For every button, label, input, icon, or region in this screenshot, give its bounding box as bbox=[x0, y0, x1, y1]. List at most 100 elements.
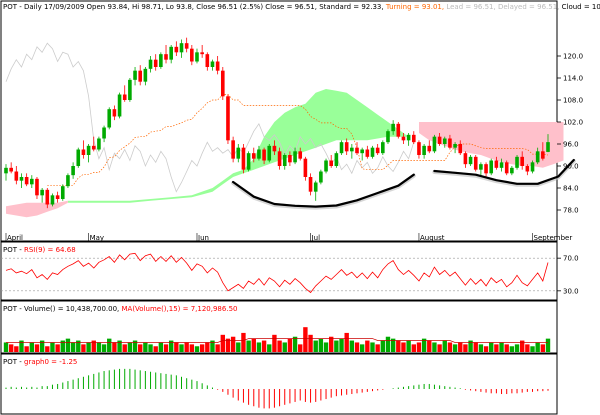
volume-layer bbox=[3, 327, 551, 352]
volume-bar-38 bbox=[199, 344, 205, 352]
standard-line bbox=[47, 94, 549, 186]
candle-body-38 bbox=[200, 52, 204, 55]
volume-bar-37 bbox=[194, 346, 200, 352]
price-ytick-label-6: 114.0 bbox=[563, 75, 583, 83]
volume-ma-line bbox=[6, 338, 548, 343]
candle-body-87 bbox=[453, 144, 457, 148]
volume-bar-60 bbox=[313, 340, 318, 352]
header-turning: Turning = 93.01, bbox=[385, 3, 444, 11]
candle-body-88 bbox=[458, 144, 463, 154]
volume-bar-95 bbox=[494, 344, 499, 352]
volume-bar-101 bbox=[525, 344, 530, 352]
volume-bar-55 bbox=[287, 338, 293, 352]
graph0-label-symbol: POT bbox=[3, 358, 18, 366]
rsi-ytick-label-0: 30.0 bbox=[563, 287, 579, 295]
volume-bar-54 bbox=[282, 342, 287, 352]
rsi-layer: 30.0 70.0 bbox=[1, 252, 579, 295]
candle-body-95 bbox=[494, 160, 499, 168]
candle-body-53 bbox=[277, 151, 282, 166]
candle-body-21 bbox=[112, 109, 117, 117]
candle-body-100 bbox=[520, 156, 524, 166]
candle-body-59 bbox=[308, 177, 313, 192]
volume-bar-50 bbox=[261, 340, 267, 352]
candle-body-37 bbox=[195, 52, 199, 62]
volume-bar-20 bbox=[107, 338, 112, 352]
candle-body-6 bbox=[35, 178, 39, 196]
candle-body-55 bbox=[288, 155, 292, 163]
volume-bar-78 bbox=[406, 340, 411, 352]
graph0-layer bbox=[5, 368, 549, 409]
volume-bar-92 bbox=[478, 344, 484, 352]
volume-bar-70 bbox=[365, 340, 370, 352]
candle-body-32 bbox=[169, 46, 173, 60]
candle-body-7 bbox=[40, 189, 44, 196]
candle-body-31 bbox=[164, 54, 168, 60]
candle-body-15 bbox=[81, 149, 86, 155]
candle-body-60 bbox=[313, 182, 318, 192]
candle-body-77 bbox=[401, 136, 406, 141]
volume-bar-71 bbox=[370, 342, 375, 352]
volume-bar-94 bbox=[489, 342, 494, 352]
candle-body-65 bbox=[339, 142, 344, 154]
volume-bar-8 bbox=[45, 346, 50, 352]
volume-bar-17 bbox=[91, 340, 96, 352]
header-date: 17/09/2009 bbox=[44, 3, 84, 11]
volume-bar-15 bbox=[81, 344, 86, 352]
volume-bar-22 bbox=[117, 340, 122, 352]
candle-body-1 bbox=[9, 167, 13, 172]
volume-bar-26 bbox=[138, 344, 143, 352]
volume-bar-66 bbox=[344, 332, 349, 352]
candle-body-16 bbox=[86, 145, 91, 155]
candle-body-35 bbox=[184, 43, 189, 49]
candle-body-56 bbox=[293, 151, 297, 163]
month-label-1: May bbox=[90, 234, 104, 242]
candle-body-104 bbox=[541, 151, 545, 159]
candle-body-4 bbox=[24, 177, 29, 185]
header-high: Hi 98.71, bbox=[132, 3, 164, 11]
candle-body-103 bbox=[535, 151, 540, 163]
volume-bar-23 bbox=[122, 344, 127, 352]
volume-bar-93 bbox=[483, 346, 489, 352]
volume-bar-43 bbox=[225, 338, 231, 352]
candle-body-91 bbox=[473, 156, 478, 170]
volume-bar-76 bbox=[396, 340, 401, 352]
volume-bar-7 bbox=[39, 340, 45, 352]
candle-body-63 bbox=[329, 160, 333, 166]
volume-bar-12 bbox=[65, 338, 71, 352]
volume-bar-9 bbox=[50, 342, 55, 352]
candle-body-45 bbox=[236, 147, 241, 159]
rsi-label-symbol: POT bbox=[3, 246, 18, 254]
candle-body-75 bbox=[391, 123, 395, 132]
volume-bar-75 bbox=[390, 338, 396, 352]
volume-bar-4 bbox=[24, 346, 29, 352]
volume-bar-2 bbox=[14, 346, 19, 352]
volume-bar-84 bbox=[437, 344, 442, 352]
volume-bar-77 bbox=[401, 342, 406, 352]
candle-body-34 bbox=[179, 43, 184, 53]
header-open: Open 93.84, bbox=[87, 3, 130, 11]
candle-body-23 bbox=[122, 94, 127, 100]
volume-bar-87 bbox=[452, 344, 458, 352]
volume-bar-41 bbox=[215, 344, 220, 352]
candle-body-105 bbox=[546, 142, 550, 152]
volume-bar-80 bbox=[416, 342, 422, 352]
candle-body-97 bbox=[504, 162, 509, 174]
volume-bar-79 bbox=[411, 344, 416, 352]
header-close: Close 96.51 (2.5%) bbox=[196, 3, 263, 11]
candle-body-10 bbox=[55, 195, 60, 199]
volume-bar-103 bbox=[535, 342, 540, 352]
candle-body-49 bbox=[257, 149, 261, 159]
candle-body-40 bbox=[210, 61, 215, 67]
candle-body-62 bbox=[324, 160, 328, 172]
price-panel-frame bbox=[0, 0, 558, 242]
volume-bar-3 bbox=[19, 340, 24, 352]
volume-bar-89 bbox=[463, 344, 468, 352]
volume-bar-16 bbox=[86, 342, 91, 352]
volume-bar-83 bbox=[432, 342, 437, 352]
candle-body-0 bbox=[4, 167, 8, 174]
volume-bar-74 bbox=[385, 336, 391, 352]
volume-bar-6 bbox=[34, 344, 40, 352]
volume-bar-42 bbox=[220, 334, 225, 352]
volume-bar-21 bbox=[112, 342, 117, 352]
volume-bar-105 bbox=[545, 338, 551, 352]
